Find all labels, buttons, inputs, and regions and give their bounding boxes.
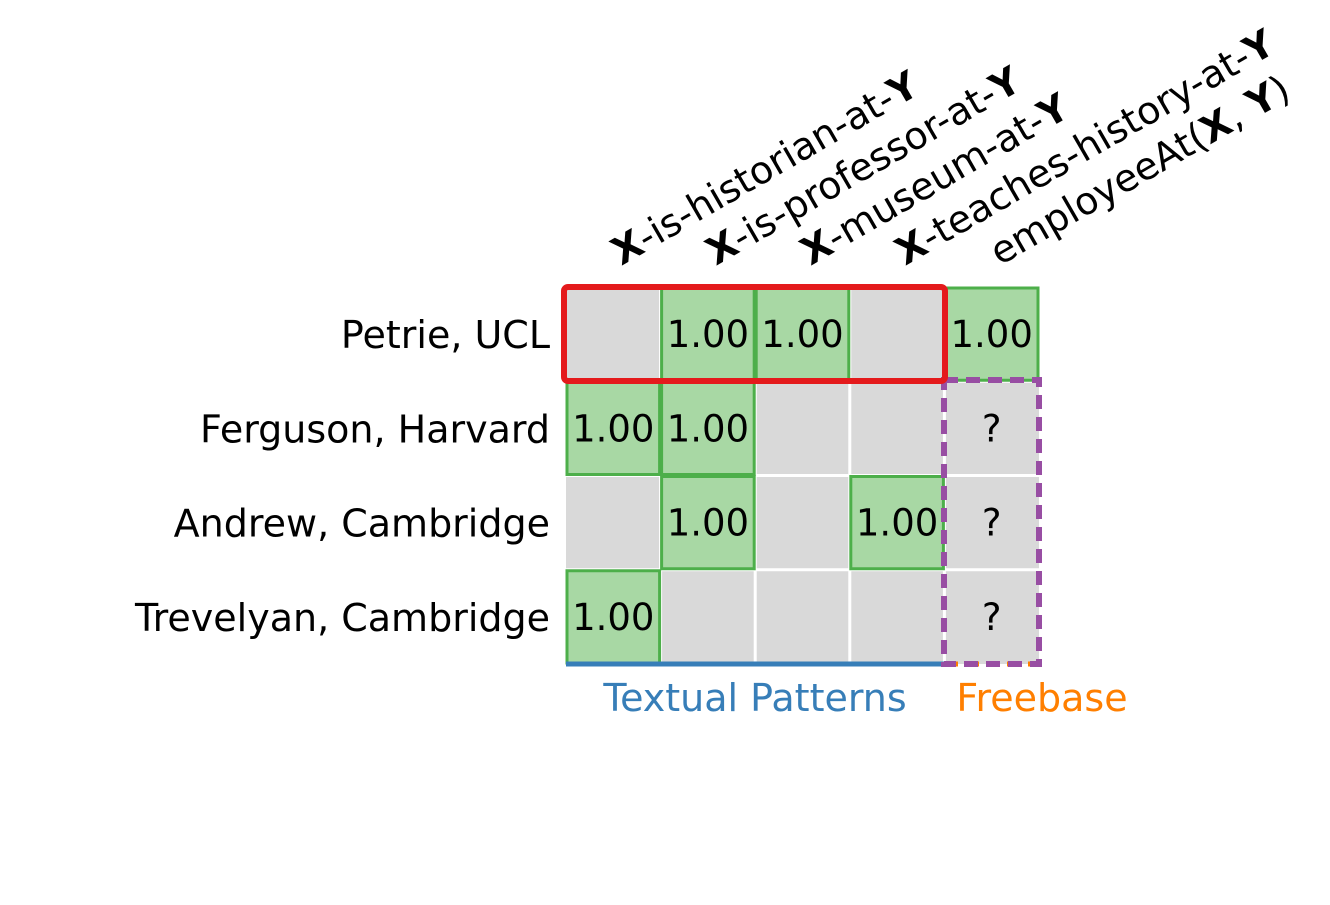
cell-value: 1.00 [572,596,654,639]
cell-value: 1.00 [572,407,654,450]
freebase-label: Freebase [956,676,1127,720]
query-box [941,377,1042,667]
row-labels: Petrie, UCL Ferguson, Harvard Andrew, Camb… [134,313,550,640]
row-label: Trevelyan, Cambridge [134,596,550,640]
cell-value: 1.00 [856,502,938,545]
observed-cell [849,475,945,571]
row-label: Andrew, Cambridge [174,502,550,546]
textual-patterns-label: Textual Patterns [602,676,906,720]
cell-value: 1.00 [761,313,843,356]
cell-values: 1.00 1.00 1.00 1.00 1.00 ? 1.00 1.00 ? 1.00? [572,313,1033,639]
cell-value: 1.00 [667,502,749,545]
unknown-cell-value: ? [982,407,1002,450]
column-labels: X-is-historian-at-YX-is-professor-at-YX-… [604,21,1298,274]
cell-value: 1.00 [667,313,749,356]
observed-cell [565,380,662,476]
row-label: Ferguson, Harvard [200,407,550,451]
row-label: Petrie, UCL [341,313,550,357]
observed-cell [660,475,756,571]
highlight-row-box [561,284,948,384]
cell-value: 1.00 [667,407,749,450]
unknown-cell-value: ? [982,596,1002,639]
observed-cell [660,380,756,476]
unknown-cell-value: ? [982,502,1002,545]
cell-value: 1.00 [951,313,1033,356]
